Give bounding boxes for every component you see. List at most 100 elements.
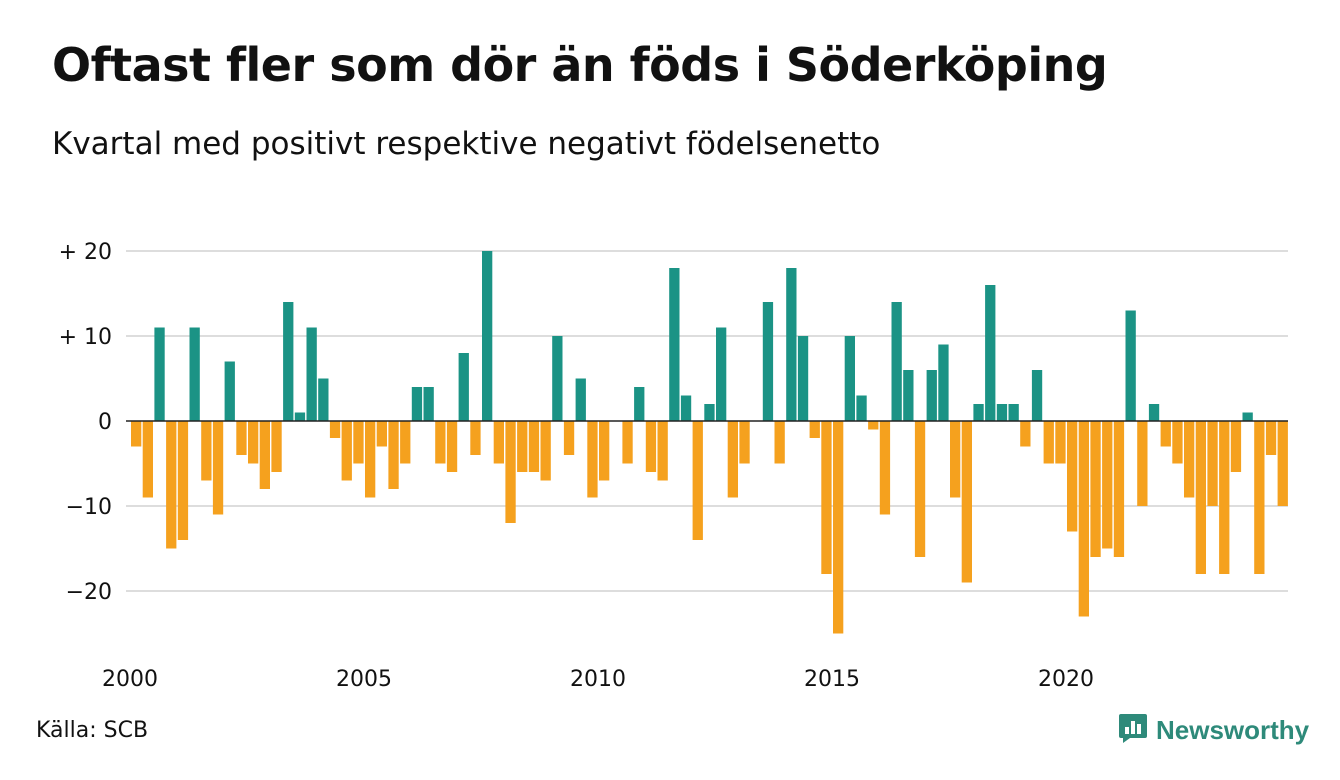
bar <box>189 327 200 421</box>
x-tick-label: 2010 <box>570 667 626 692</box>
bar <box>1125 310 1136 421</box>
bar <box>1277 421 1288 506</box>
bar <box>914 421 926 557</box>
bar <box>1265 421 1277 455</box>
bar <box>575 378 586 421</box>
x-axis-ticks: 2000 2005 2010 2015 2020 <box>102 667 1094 692</box>
bar <box>1008 404 1019 421</box>
bar <box>318 378 329 421</box>
bar <box>236 421 247 455</box>
bar <box>786 268 797 421</box>
bar <box>797 336 809 421</box>
y-tick-label: + 20 <box>59 240 112 265</box>
bar <box>376 421 387 447</box>
bar <box>283 302 294 421</box>
bar <box>552 336 563 421</box>
bar <box>1172 421 1183 464</box>
bar <box>704 404 715 421</box>
bar <box>306 327 317 421</box>
bar <box>528 421 540 472</box>
source-note: Källa: SCB <box>36 718 149 743</box>
bar <box>154 327 165 421</box>
y-tick-label: + 10 <box>59 325 112 350</box>
bar <box>587 421 598 498</box>
bar <box>259 421 270 489</box>
bar <box>634 387 645 421</box>
bar <box>224 361 235 421</box>
x-tick-label: 2015 <box>804 667 860 692</box>
x-tick-label: 2020 <box>1038 667 1094 692</box>
bar <box>599 421 610 481</box>
bar <box>435 421 446 464</box>
y-axis-ticks: + 20 + 10 0 −10 −20 <box>59 240 112 605</box>
bar <box>1242 412 1253 421</box>
bar <box>938 344 949 421</box>
bar <box>716 327 727 421</box>
bar <box>1195 421 1206 574</box>
bar <box>1020 421 1031 447</box>
brand-logo[interactable]: Newsworthy <box>1118 712 1309 748</box>
bar <box>505 421 516 523</box>
bar <box>1148 404 1160 421</box>
bar <box>809 421 820 438</box>
bar <box>388 421 399 489</box>
bars <box>131 251 1288 634</box>
bar <box>177 421 189 540</box>
bar <box>166 421 177 549</box>
bar <box>844 336 855 421</box>
bar <box>856 395 867 421</box>
bar <box>879 421 891 515</box>
bar <box>470 421 481 455</box>
bar <box>891 302 902 421</box>
brand-name: Newsworthy <box>1156 714 1310 745</box>
bar <box>329 421 341 438</box>
bar <box>1090 421 1101 557</box>
y-tick-label: 0 <box>98 410 112 435</box>
bar-chart: + 20 + 10 0 −10 −20 2000 2005 2010 2015 2020 <box>59 240 1288 692</box>
bar <box>1102 421 1113 549</box>
chart-title: Oftast fler som dör än föds i Söderköpin… <box>52 38 1108 92</box>
bar <box>540 421 551 481</box>
bar <box>365 421 376 498</box>
bar <box>201 421 212 481</box>
bar <box>1078 421 1089 617</box>
bar <box>482 251 493 421</box>
y-tick-label: −20 <box>66 580 112 605</box>
bar <box>868 421 879 430</box>
bar <box>1043 421 1054 464</box>
bar <box>212 421 224 515</box>
bar <box>294 412 306 421</box>
chart-subtitle: Kvartal med positivt respektive negativt… <box>52 126 881 162</box>
bar <box>657 421 668 481</box>
bar <box>446 421 458 472</box>
bar <box>517 421 528 472</box>
bar-chart-speech-bubble-icon <box>1118 712 1148 748</box>
bar <box>727 421 738 498</box>
bar <box>762 302 774 421</box>
bar <box>1113 421 1125 557</box>
bar <box>680 395 692 421</box>
bar <box>1219 421 1230 574</box>
bar <box>341 421 352 481</box>
bar <box>1230 421 1242 472</box>
bar <box>622 421 633 464</box>
bar <box>1031 370 1043 421</box>
bar <box>1207 421 1218 506</box>
bar <box>996 404 1008 421</box>
bar <box>692 421 703 540</box>
bar <box>926 370 937 421</box>
bar <box>961 421 972 583</box>
bar <box>973 404 984 421</box>
x-tick-label: 2005 <box>336 667 392 692</box>
bar <box>248 421 259 464</box>
bar <box>423 387 434 421</box>
bar <box>833 421 844 634</box>
y-tick-label: −10 <box>66 495 112 520</box>
bar <box>353 421 364 464</box>
bar <box>903 370 914 421</box>
bar <box>271 421 282 472</box>
bar <box>400 421 411 464</box>
bar <box>131 421 142 447</box>
bar <box>563 421 575 455</box>
bar <box>1254 421 1265 574</box>
